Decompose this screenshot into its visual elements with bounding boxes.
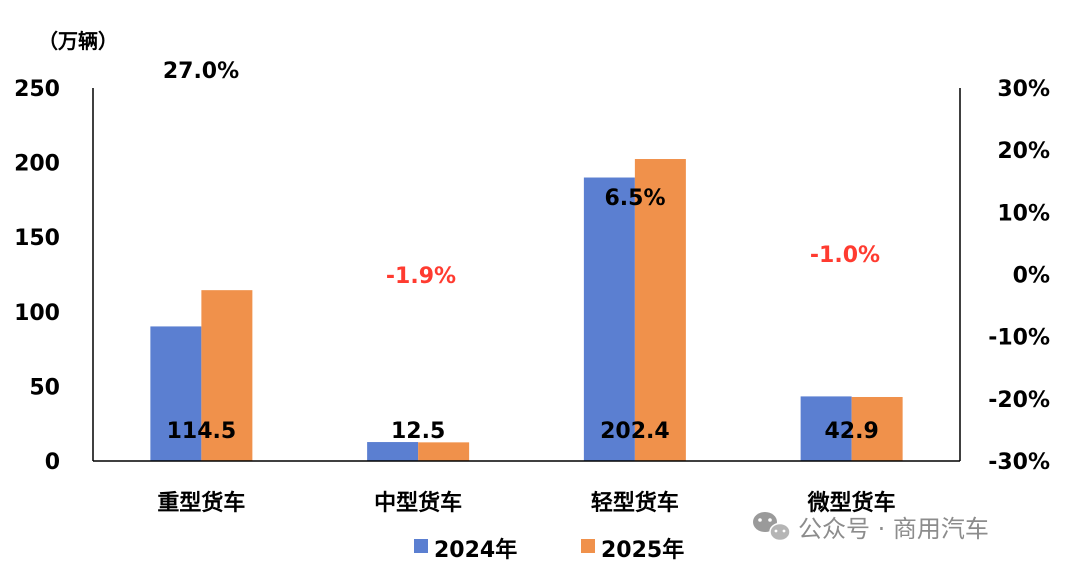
y-tick-label: 100	[14, 301, 60, 326]
bar-group	[150, 159, 903, 461]
value-labels: 114.5 12.5 202.4 42.9	[167, 419, 879, 444]
bar-series2	[851, 396, 903, 461]
value-label: 42.9	[824, 419, 878, 444]
category-label: 中型货车	[374, 490, 462, 516]
y2-tick-label: 10%	[997, 201, 1050, 226]
value-label: 202.4	[600, 419, 670, 444]
category-label: 重型货车	[157, 490, 245, 516]
growth-labels: 27.0% -1.9% 6.5% -1.0%	[163, 59, 880, 289]
legend-swatch	[414, 539, 428, 553]
y2-tick-label: -20%	[988, 388, 1050, 413]
watermark: 公众号 · 商用汽车	[753, 512, 989, 543]
watermark-text: 公众号 · 商用汽车	[798, 515, 989, 543]
y-tick-label: 150	[14, 226, 60, 251]
y2-tick-label: 0%	[1013, 264, 1050, 289]
growth-label: -1.0%	[810, 243, 880, 268]
y2-tick-label: 20%	[997, 139, 1050, 164]
bar-series1	[583, 177, 635, 461]
y-tick-label: 50	[29, 375, 60, 400]
legend: 2024年 2025年	[414, 537, 684, 563]
category-labels: 重型货车 中型货车 轻型货车 微型货车	[157, 490, 895, 516]
category-label: 微型货车	[807, 490, 896, 516]
y2-tick-label: -10%	[988, 326, 1050, 351]
legend-label: 2025年	[601, 537, 684, 563]
y-tick-label: 0	[45, 450, 60, 475]
bar-series2	[418, 442, 470, 461]
left-axis-ticks: 0 50 100 150 200 250	[14, 77, 60, 475]
value-label: 114.5	[167, 419, 237, 444]
category-label: 轻型货车	[591, 490, 679, 516]
y2-tick-label: -30%	[988, 450, 1050, 475]
y2-tick-label: 30%	[997, 77, 1050, 102]
y-tick-label: 200	[14, 152, 60, 177]
wechat-icon	[753, 512, 791, 542]
legend-label: 2024年	[434, 537, 517, 563]
growth-label: 6.5%	[604, 186, 665, 211]
right-axis-ticks: 30% 20% 10% 0% -10% -20% -30%	[988, 77, 1050, 475]
growth-label: -1.9%	[386, 264, 456, 289]
y-tick-label: 250	[14, 77, 60, 102]
growth-label: 27.0%	[163, 59, 239, 84]
bar-series2	[634, 159, 686, 461]
bar-series1	[367, 442, 419, 461]
bar-series1	[150, 326, 202, 461]
bar-series2	[201, 290, 253, 461]
value-label: 12.5	[391, 419, 445, 444]
y-axis-unit-label: （万辆）	[38, 29, 118, 53]
legend-swatch	[581, 539, 595, 553]
bar-series1	[800, 396, 852, 461]
